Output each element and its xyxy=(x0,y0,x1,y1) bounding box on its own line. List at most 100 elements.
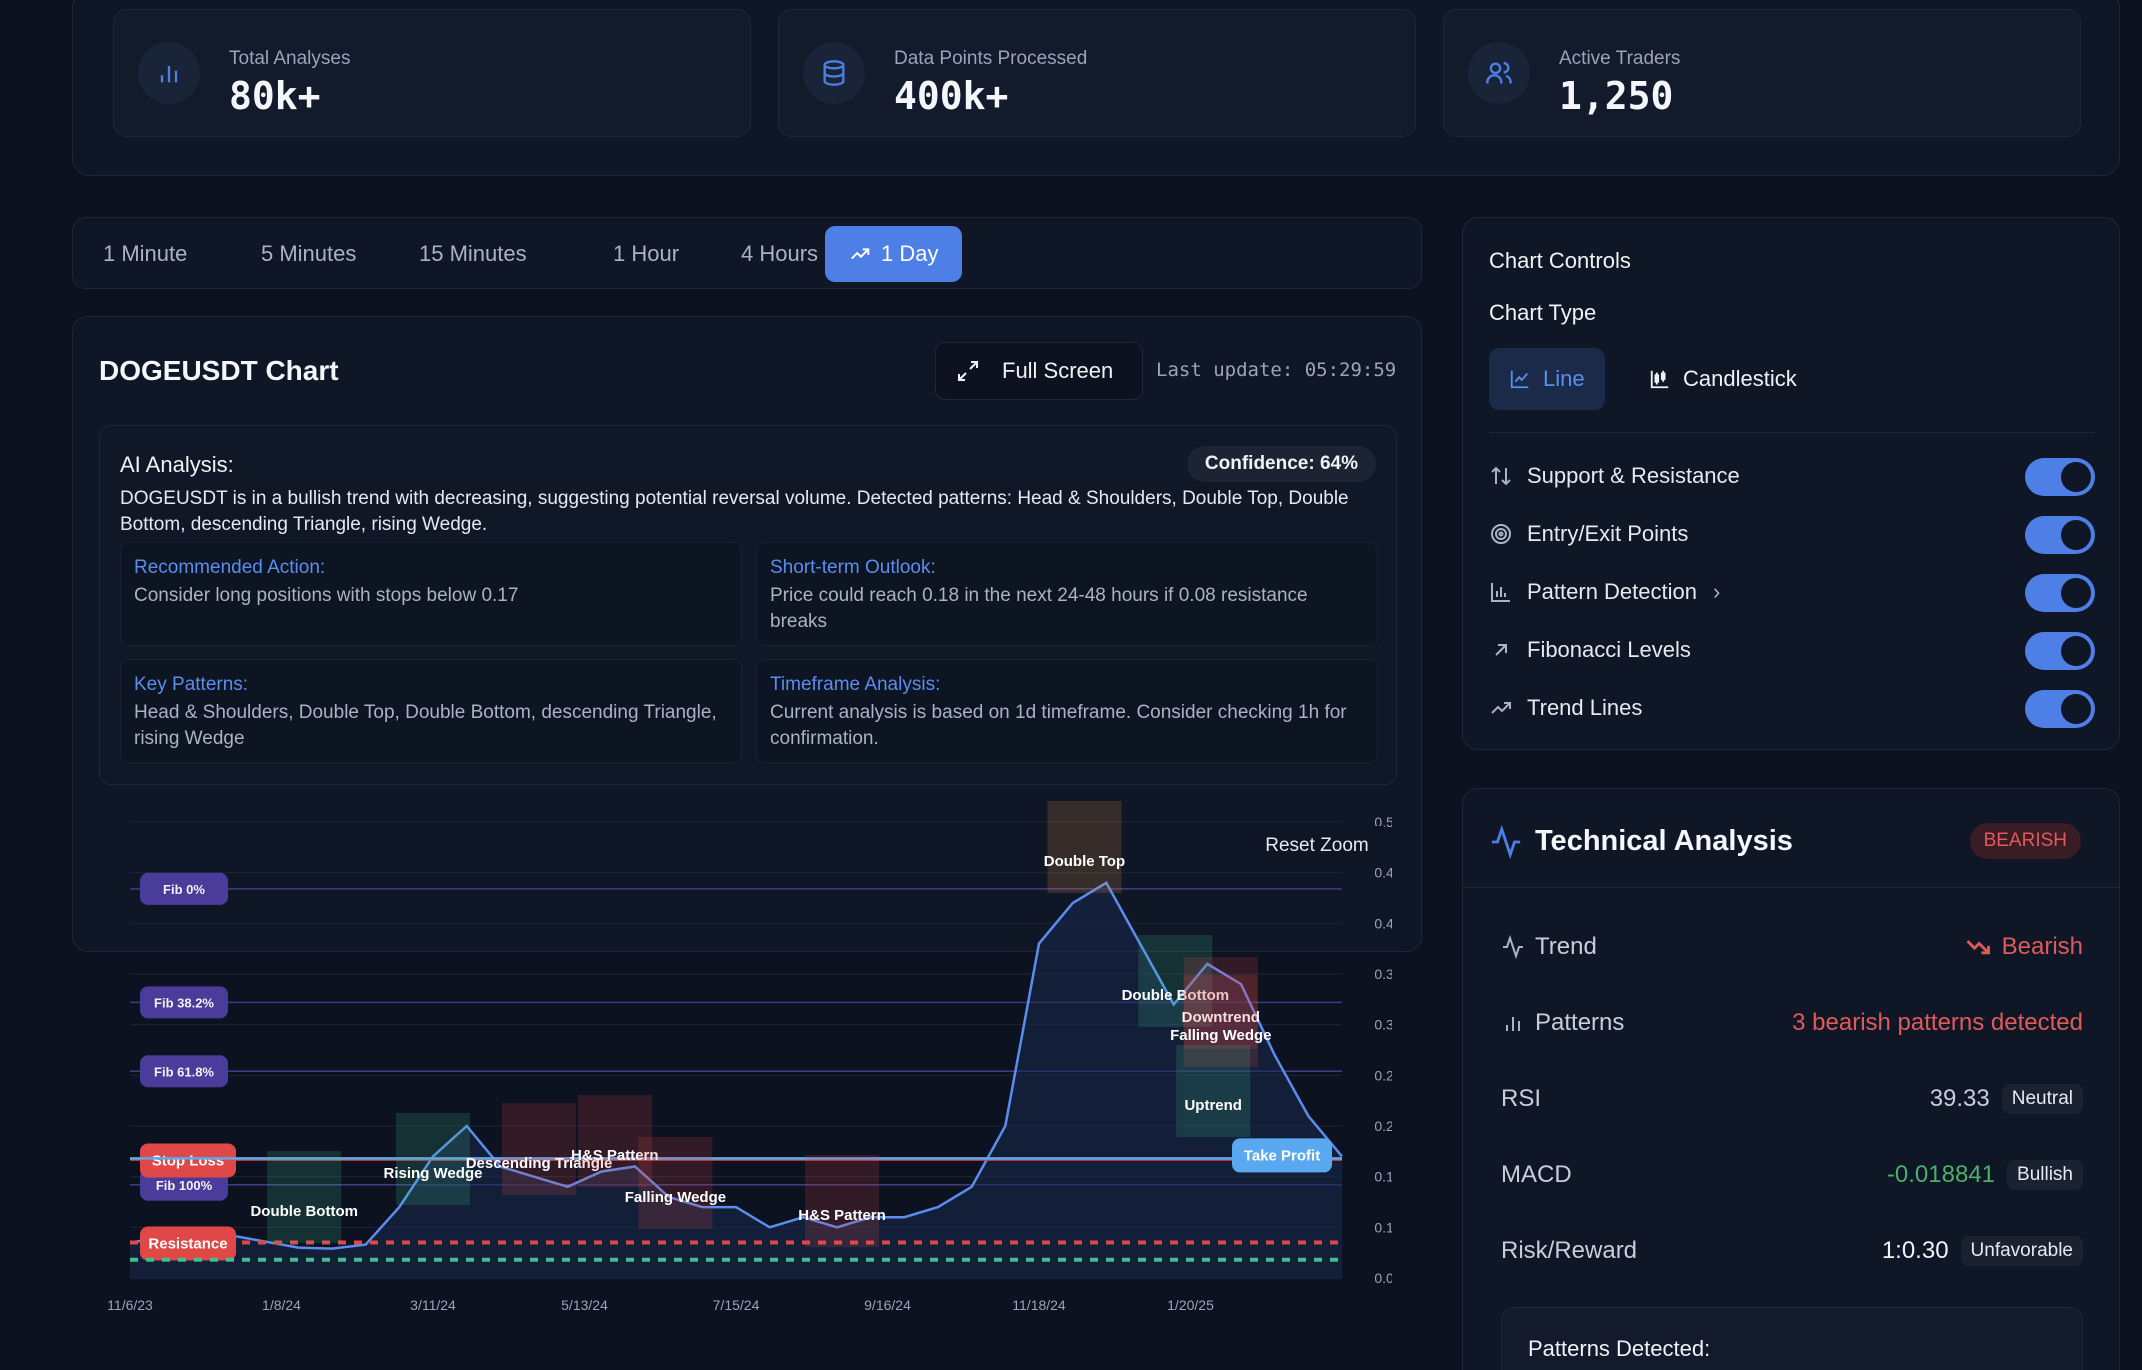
pattern-box xyxy=(1176,1045,1251,1137)
row-macd: MACD -0.018841 Bullish xyxy=(1501,1155,2083,1195)
line-chart-icon xyxy=(1510,370,1529,389)
toggle-label: Fibonacci Levels xyxy=(1527,637,1691,662)
pattern-label: Uptrend xyxy=(1184,1097,1242,1114)
row-patterns: Patterns 3 bearish patterns detected xyxy=(1501,1003,2083,1043)
toggle-switch[interactable] xyxy=(2025,574,2095,612)
stat-label: Active Traders xyxy=(1559,48,1681,69)
level-label: Take Profit xyxy=(1244,1147,1320,1164)
toggle-switch[interactable] xyxy=(2025,690,2095,728)
candlestick-icon xyxy=(1650,370,1669,389)
ai-summary: DOGEUSDT is in a bullish trend with decr… xyxy=(120,488,1349,535)
rsi-status: Neutral xyxy=(2001,1084,2083,1114)
y-tick-label: 0.10 xyxy=(1374,1219,1392,1235)
pattern-label: Falling Wedge xyxy=(1170,1027,1271,1044)
pattern-label: H&S Pattern xyxy=(571,1147,659,1164)
pattern-box xyxy=(502,1103,577,1195)
toggle-switch[interactable] xyxy=(2025,458,2095,496)
x-tick-label: 11/18/24 xyxy=(1012,1297,1066,1313)
ai-card-timeframe-analysis: Timeframe Analysis: Current analysis is … xyxy=(756,659,1378,763)
price-area xyxy=(130,882,1342,1278)
macd-value: -0.018841 xyxy=(1886,1161,1996,1188)
users-icon xyxy=(1468,42,1530,104)
chart-type-candlestick-button[interactable]: Candlestick xyxy=(1629,348,1817,410)
x-tick-label: 1/8/24 xyxy=(262,1297,301,1313)
ai-card-recommended-action: Recommended Action: Consider long positi… xyxy=(120,542,742,646)
y-tick-label: 0.15 xyxy=(1374,1169,1392,1185)
timeframe-15-minutes[interactable]: 15 Minutes xyxy=(419,241,527,266)
toggle-switch[interactable] xyxy=(2025,632,2095,670)
timeframe-1-minute[interactable]: 1 Minute xyxy=(103,241,188,266)
chart-controls-panel: Chart Controls Chart Type Line Candlesti… xyxy=(1462,217,2120,750)
patterns-detected-title: Patterns Detected: xyxy=(1528,1336,1711,1361)
timeframe-1-day[interactable]: 1 Day xyxy=(825,226,963,282)
trending-up-icon xyxy=(1491,702,1511,714)
stat-value: 1,250 xyxy=(1559,74,1674,118)
risk-reward-value: 1:0.30 xyxy=(1881,1237,1949,1264)
reset-zoom-button[interactable]: Reset Zoom xyxy=(1250,826,1384,866)
patterns-detected-box: Patterns Detected: xyxy=(1501,1307,2083,1370)
ai-card-body: Consider long positions with stops below… xyxy=(134,585,519,606)
pattern-box xyxy=(805,1155,880,1247)
toggle-trend-lines[interactable]: Trend Lines xyxy=(1489,688,2095,728)
stat-card-total-analyses: Total Analyses 80k+ xyxy=(113,9,751,137)
pattern-label: Double Top xyxy=(1044,853,1125,870)
chart-title: DOGEUSDT Chart xyxy=(99,355,339,386)
timeframe-1-hour[interactable]: 1 Hour xyxy=(613,241,680,266)
x-tick-label: 5/13/24 xyxy=(561,1297,608,1313)
rsi-value: 39.33 xyxy=(1929,1085,1990,1112)
toggle-label: Entry/Exit Points xyxy=(1527,521,1689,546)
arrows-up-down-icon xyxy=(1491,466,1511,486)
stat-card-active-traders: Active Traders 1,250 xyxy=(1443,9,2081,137)
x-tick-label: 3/11/24 xyxy=(410,1297,456,1313)
bar-chart-icon xyxy=(1506,1017,1520,1031)
price-line xyxy=(129,881,1343,1250)
fib-label: Fib 100% xyxy=(156,1178,213,1193)
fib-label: Fib 0% xyxy=(163,882,205,897)
timeframe-5-minutes[interactable]: 5 Minutes xyxy=(261,241,357,266)
activity-icon xyxy=(1503,935,1523,959)
full-screen-button[interactable]: Full Screen xyxy=(935,342,1143,400)
macd-status: Bullish xyxy=(2007,1160,2083,1190)
fib-label-bg xyxy=(140,986,228,1019)
bar-chart-icon xyxy=(138,42,200,104)
x-tick-label: 11/6/23 xyxy=(107,1297,153,1313)
toggle-entry-exit[interactable]: Entry/Exit Points xyxy=(1489,514,2095,554)
ai-card-heading: Recommended Action: xyxy=(134,557,326,578)
toggle-support-resistance[interactable]: Support & Resistance xyxy=(1489,456,2095,496)
technical-analysis-title: Technical Analysis xyxy=(1535,825,1793,857)
activity-icon xyxy=(1491,825,1521,859)
pattern-label: Falling Wedge xyxy=(625,1189,726,1206)
pattern-box xyxy=(1047,801,1122,893)
chevron-right-icon[interactable]: › xyxy=(1712,579,1721,604)
database-icon xyxy=(803,42,865,104)
row-risk-reward: Risk/Reward 1:0.30 Unfavorable xyxy=(1501,1231,2083,1271)
full-screen-label: Full Screen xyxy=(1002,358,1114,383)
row-label: MACD xyxy=(1501,1161,1572,1188)
fib-label: Fib 38.2% xyxy=(154,995,214,1010)
chart-type-label: Chart Type xyxy=(1489,300,1597,325)
pattern-box xyxy=(1183,975,1258,1067)
toggle-label: Trend Lines xyxy=(1527,695,1643,720)
ai-card-heading: Short-term Outlook: xyxy=(770,557,936,578)
row-label: Risk/Reward xyxy=(1501,1237,1638,1264)
risk-reward-status: Unfavorable xyxy=(1960,1236,2083,1266)
toggle-switch[interactable] xyxy=(2025,516,2095,554)
level-label-bg xyxy=(1232,1138,1332,1173)
toggle-label: Support & Resistance xyxy=(1527,463,1740,488)
y-tick-label: 0.30 xyxy=(1374,1017,1392,1033)
chart-controls-title: Chart Controls xyxy=(1489,248,1631,273)
toggle-fibonacci[interactable]: Fibonacci Levels xyxy=(1489,630,2095,670)
toggle-pattern-detection[interactable]: Pattern Detection › xyxy=(1489,572,2095,612)
stat-label: Data Points Processed xyxy=(894,48,1088,69)
x-tick-label: 9/16/24 xyxy=(864,1297,911,1313)
level-label-bg xyxy=(140,1226,236,1261)
patterns-value: 3 bearish patterns detected xyxy=(1792,1009,2083,1036)
ai-card-heading: Timeframe Analysis: xyxy=(770,674,941,695)
row-label: RSI xyxy=(1501,1085,1542,1112)
chart-type-line-button[interactable]: Line xyxy=(1489,348,1605,410)
pattern-box xyxy=(1183,957,1258,1049)
pattern-label: Rising Wedge xyxy=(384,1165,483,1182)
price-chart[interactable]: 0.050.100.150.200.250.300.350.400.450.50… xyxy=(72,800,1392,1320)
y-tick-label: 0.45 xyxy=(1374,865,1392,881)
timeframe-4-hours[interactable]: 4 Hours xyxy=(741,241,819,266)
